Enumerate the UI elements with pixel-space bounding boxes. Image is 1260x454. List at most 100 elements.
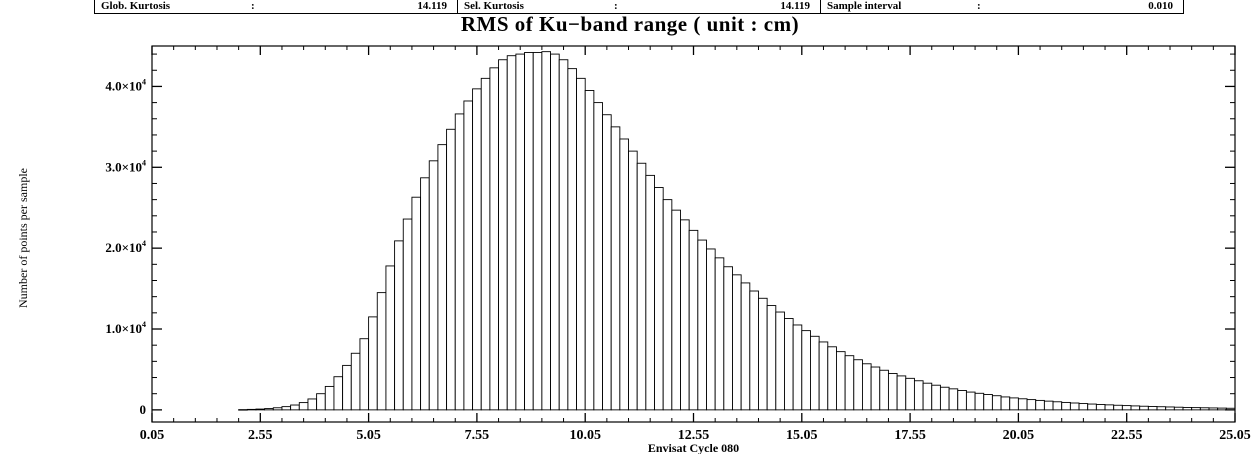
- histogram-bar: [983, 394, 993, 411]
- stat-name: Sample interval: [827, 0, 902, 12]
- histogram-bar: [939, 386, 950, 411]
- histogram-bar: [879, 369, 889, 411]
- histogram-bar: [1009, 397, 1019, 411]
- y-tick-label: 4.0×104: [105, 77, 146, 93]
- histogram-bar: [420, 177, 430, 411]
- y-tick-exponent: 4: [142, 77, 146, 86]
- histogram-bar: [463, 100, 474, 411]
- y-tick-mantissa: 1.0×10: [105, 321, 142, 336]
- y-tick-mantissa: 0: [140, 402, 147, 417]
- histogram-bar: [662, 199, 673, 411]
- y-tick-label: 0: [140, 402, 147, 417]
- histogram-bar: [584, 90, 595, 411]
- histogram-bar: [861, 363, 872, 411]
- y-tick-mantissa: 3.0×10: [105, 159, 142, 174]
- histogram-bar: [602, 114, 612, 411]
- stat-cell-glob-kurtosis: Glob. Kurtosis : 14.119: [95, 0, 458, 13]
- histogram-bar: [1191, 407, 1201, 411]
- histogram-bar: [1095, 404, 1106, 411]
- histogram-bar: [1130, 405, 1141, 411]
- histogram-bar: [298, 402, 309, 411]
- histogram-bar: [489, 67, 500, 411]
- histogram-bar: [801, 330, 811, 411]
- histogram-bar: [628, 150, 638, 411]
- histogram-bar: [532, 52, 543, 411]
- histogram-bar: [654, 187, 664, 411]
- histogram-bar: [957, 390, 967, 411]
- histogram-bar: [350, 352, 361, 411]
- stat-name: Sel. Kurtosis: [464, 0, 524, 12]
- histogram-bar: [870, 366, 881, 411]
- histogram-bar: [593, 102, 603, 411]
- x-tick-label: 5.05: [356, 428, 381, 443]
- histogram-bar: [714, 257, 725, 411]
- histogram-bar: [680, 219, 690, 411]
- histogram-bar: [446, 128, 456, 411]
- x-axis-label: Envisat Cycle 080: [648, 441, 739, 454]
- y-tick-label: 2.0×104: [105, 239, 146, 255]
- histogram-bar: [948, 388, 959, 411]
- x-tick-label: 17.55: [894, 428, 926, 443]
- histogram-bar: [1139, 405, 1149, 411]
- histogram-bar: [974, 392, 985, 411]
- stat-colon: :: [614, 0, 618, 12]
- histogram-bar: [498, 59, 508, 411]
- histogram-bar: [1078, 403, 1089, 411]
- histogram-bar: [376, 292, 387, 411]
- histogram-bar: [1052, 401, 1063, 411]
- x-tick-label: 15.05: [786, 428, 818, 443]
- histogram-bar: [827, 346, 837, 411]
- histogram-bar: [506, 55, 517, 411]
- histogram-bar: [810, 335, 820, 411]
- histogram-bar: [333, 376, 344, 411]
- histogram-bar: [619, 138, 629, 411]
- histogram-bar: [818, 341, 829, 411]
- histogram-bar: [1087, 403, 1097, 411]
- histogram-bar: [1113, 404, 1123, 411]
- histogram-bar: [480, 77, 491, 411]
- stat-value: 14.119: [780, 0, 810, 12]
- histogram-bar: [368, 316, 378, 411]
- chart-title: RMS of Ku−band range ( unit : cm): [460, 12, 800, 36]
- histogram-bar: [255, 408, 266, 411]
- histogram-bar: [1147, 406, 1158, 411]
- histogram-bar: [913, 380, 924, 411]
- histogram-bar: [853, 359, 863, 411]
- y-tick-mantissa: 2.0×10: [105, 240, 142, 255]
- histogram-bar: [411, 196, 422, 411]
- y-tick-label: 3.0×104: [105, 158, 146, 174]
- histogram-bar: [324, 385, 335, 411]
- histogram-bar: [238, 409, 248, 411]
- histogram-bar: [1069, 402, 1080, 411]
- x-tick-label: 25.05: [1219, 428, 1251, 443]
- histogram-bar: [394, 240, 404, 411]
- histogram-bar: [723, 266, 733, 411]
- histogram-bar: [576, 77, 586, 411]
- histogram-bar: [1017, 398, 1028, 411]
- histogram-bar: [610, 126, 621, 411]
- histogram-bar: [758, 297, 768, 411]
- histogram-bar: [922, 382, 933, 411]
- histogram-bar: [524, 52, 534, 411]
- histogram-bar: [1182, 406, 1193, 411]
- histogram-bar: [1026, 399, 1037, 411]
- histogram-bar: [836, 351, 846, 411]
- histogram-bar: [965, 391, 976, 411]
- histogram-bar: [1121, 405, 1132, 411]
- histogram-bar: [645, 174, 655, 411]
- x-tick-label: 7.55: [465, 428, 490, 443]
- histogram-bar: [671, 209, 681, 411]
- histogram-bar: [688, 229, 699, 411]
- histogram-bar: [766, 305, 777, 411]
- y-tick-mantissa: 4.0×10: [105, 78, 142, 93]
- stat-cell-sample-interval: Sample interval : 0.010: [821, 0, 1183, 13]
- histogram-bar: [775, 311, 785, 411]
- y-tick-exponent: 4: [142, 158, 146, 167]
- histogram-bar: [515, 53, 526, 411]
- histogram-bar: [740, 282, 751, 411]
- histogram-bar: [931, 384, 941, 411]
- histogram-bar: [272, 407, 283, 411]
- x-tick-label: 20.05: [1003, 428, 1035, 443]
- histogram-bar: [402, 218, 413, 411]
